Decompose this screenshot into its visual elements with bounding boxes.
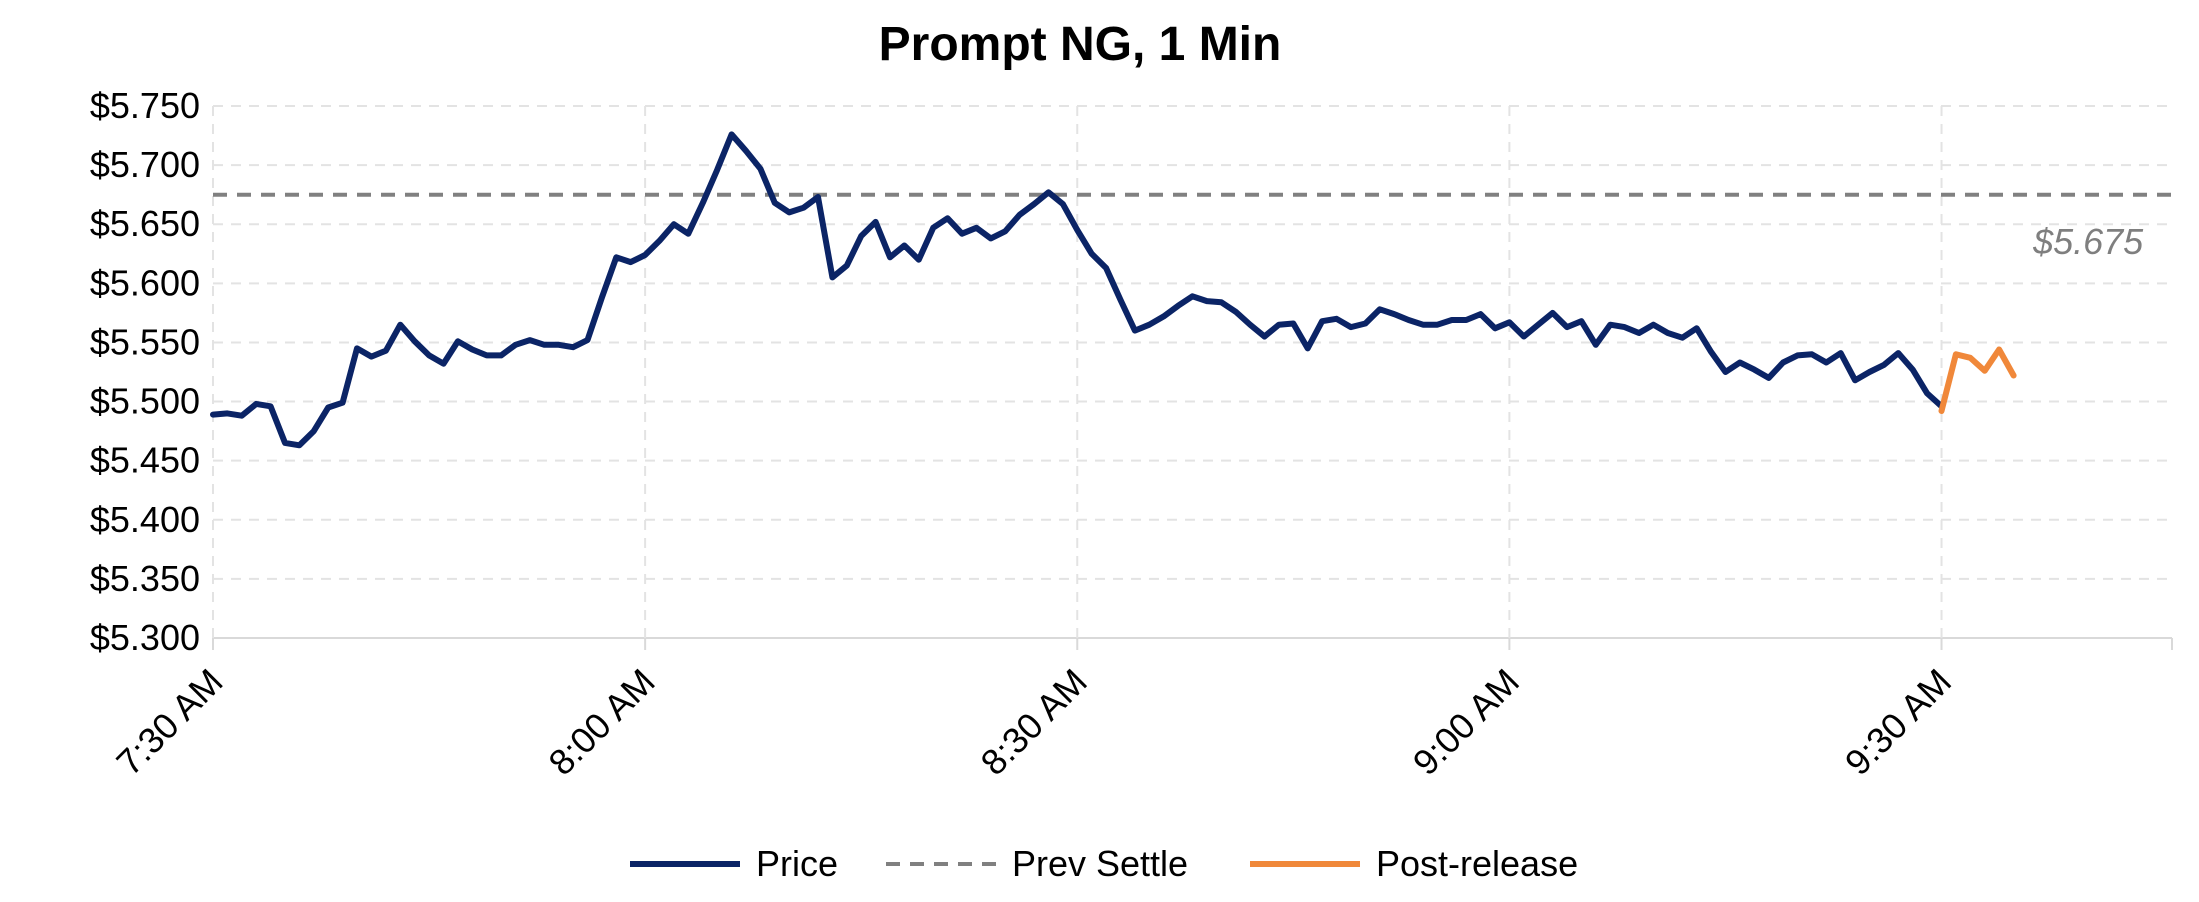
x-tick-label: 8:30 AM — [973, 661, 1095, 783]
series-line-price — [210, 131, 1945, 449]
x-tick-label: 9:00 AM — [1405, 661, 1527, 783]
y-axis-tick-labels: $5.300 $5.350 $5.400 $5.450 $5.500 $5.550 $5.6… — [90, 85, 200, 658]
y-tick-label: $5.500 — [90, 381, 200, 422]
y-tick-label: $5.600 — [90, 262, 200, 303]
legend-label: Price — [756, 843, 838, 884]
y-tick-label: $5.300 — [90, 617, 200, 658]
x-tick-label: 8:00 AM — [540, 661, 662, 783]
legend-label: Post-release — [1376, 843, 1578, 884]
y-tick-label: $5.400 — [90, 499, 200, 540]
y-tick-label: $5.700 — [90, 144, 200, 185]
y-tick-label: $5.750 — [90, 85, 200, 126]
y-tick-label: $5.550 — [90, 321, 200, 362]
annotations: $5.675 — [2032, 221, 2144, 262]
legend-label: Prev Settle — [1012, 843, 1188, 884]
x-axis-tick-labels: 7:30 AM 8:00 AM 8:30 AM 9:00 AM 9:30 AM — [108, 661, 1959, 783]
y-tick-label: $5.350 — [90, 558, 200, 599]
y-tick-label: $5.650 — [90, 203, 200, 244]
series-layer — [210, 131, 2172, 449]
legend: Price Prev Settle Post-release — [630, 843, 1578, 884]
series-line-post-release — [1938, 346, 2017, 414]
y-tick-label: $5.450 — [90, 440, 200, 481]
chart-title: Prompt NG, 1 Min — [879, 18, 1282, 71]
prev-settle-annotation: $5.675 — [2032, 221, 2144, 262]
x-tick-label: 9:30 AM — [1837, 661, 1959, 783]
x-tick-label: 7:30 AM — [108, 661, 230, 783]
y-gridlines — [213, 105, 2172, 639]
x-gridlines — [212, 106, 2173, 650]
